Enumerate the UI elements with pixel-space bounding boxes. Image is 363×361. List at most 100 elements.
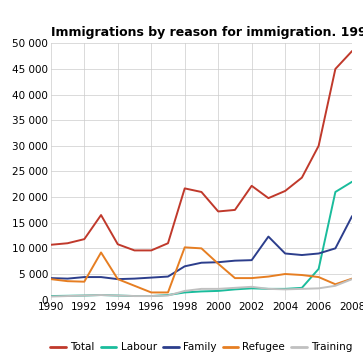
Family [65,277,70,281]
Family [132,277,137,281]
Training [300,287,304,291]
Line: Training: Training [51,279,352,296]
Total [350,49,354,53]
Refugee [132,284,137,288]
Labour [166,293,170,297]
Training [65,294,70,298]
Labour [283,287,287,291]
Total [183,186,187,191]
Family [49,276,53,280]
Refugee [249,276,254,280]
Family [166,274,170,279]
Training [199,287,204,291]
Labour [132,294,137,298]
Refugee [266,274,270,279]
Family [249,258,254,262]
Refugee [283,272,287,276]
Total [49,243,53,247]
Family [317,251,321,256]
Training [115,293,120,298]
Refugee [166,290,170,295]
Training [49,294,53,299]
Family [183,264,187,269]
Family [149,275,154,280]
Total [115,242,120,247]
Line: Refugee: Refugee [51,247,352,292]
Total [300,175,304,180]
Labour [82,293,86,298]
Refugee [65,279,70,283]
Family [115,277,120,281]
Training [233,286,237,290]
Refugee [233,276,237,280]
Refugee [49,277,53,281]
Family [333,246,338,251]
Labour [266,287,270,291]
Total [216,209,220,214]
Labour [183,290,187,295]
Labour [149,294,154,298]
Total [132,248,137,253]
Labour [317,267,321,271]
Training [166,293,170,298]
Training [99,293,103,297]
Labour [249,286,254,291]
Family [283,251,287,256]
Labour [350,179,354,184]
Training [333,284,338,288]
Training [317,286,321,291]
Labour [99,293,103,297]
Training [216,287,220,291]
Training [132,294,137,298]
Family [266,234,270,239]
Total [249,184,254,188]
Labour [199,289,204,293]
Refugee [333,282,338,286]
Family [350,214,354,218]
Training [249,284,254,289]
Family [216,260,220,264]
Labour [333,190,338,194]
Line: Labour: Labour [51,182,352,296]
Refugee [183,245,187,249]
Training [82,293,86,298]
Labour [49,294,53,298]
Family [300,253,304,257]
Refugee [317,275,321,279]
Refugee [99,250,103,255]
Total [166,241,170,245]
Text: Immigrations by reason for immigration. 1990-2008: Immigrations by reason for immigration. … [51,26,363,39]
Line: Family: Family [51,216,352,279]
Labour [233,287,237,292]
Family [99,275,103,279]
Labour [300,286,304,290]
Total [199,190,204,194]
Training [283,287,287,292]
Refugee [350,277,354,281]
Total [233,208,237,212]
Labour [216,289,220,293]
Total [99,213,103,217]
Refugee [199,246,204,251]
Refugee [216,262,220,266]
Total [333,67,338,71]
Training [183,289,187,293]
Labour [65,293,70,298]
Total [65,241,70,245]
Family [82,275,86,279]
Labour [115,293,120,298]
Total [149,248,154,253]
Total [317,144,321,148]
Family [199,261,204,265]
Total [266,196,270,200]
Training [266,287,270,291]
Training [350,277,354,281]
Refugee [82,279,86,284]
Training [149,294,154,298]
Total [283,189,287,193]
Line: Total: Total [51,51,352,251]
Legend: Total, Labour, Family, Refugee, Training: Total, Labour, Family, Refugee, Training [46,338,357,357]
Family [233,258,237,263]
Refugee [300,273,304,277]
Refugee [115,277,120,281]
